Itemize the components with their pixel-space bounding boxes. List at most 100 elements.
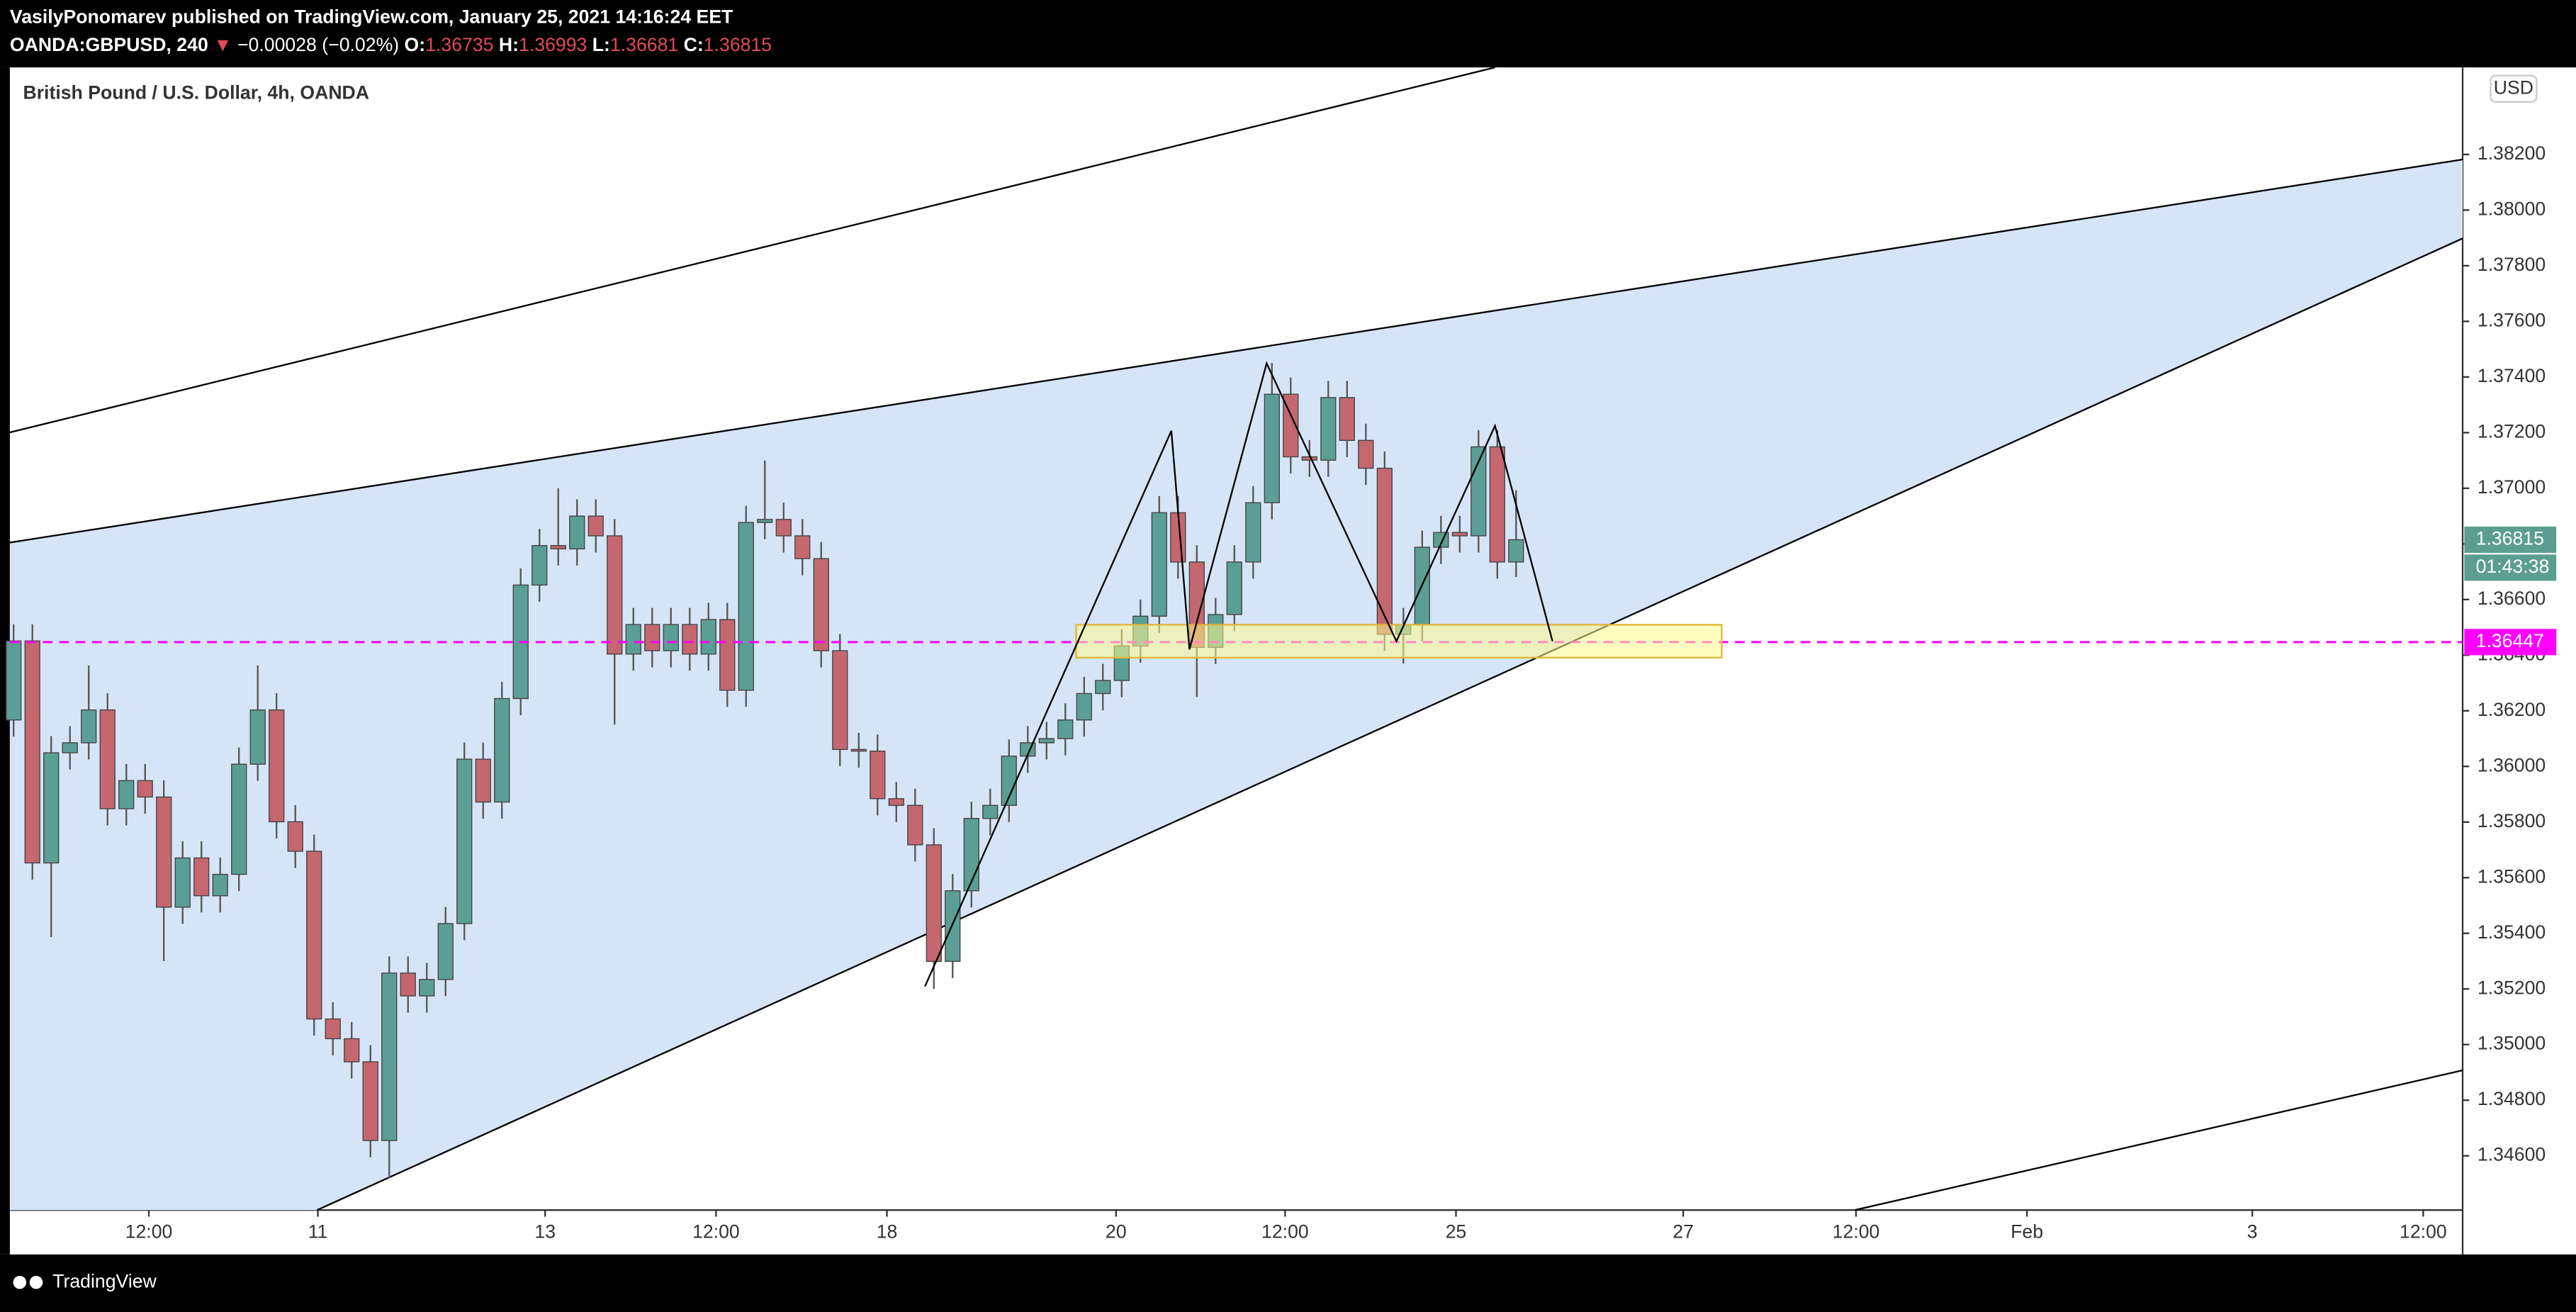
hline-badge	[2464, 629, 2557, 656]
candle-body	[794, 535, 811, 559]
zigzag	[924, 361, 1553, 987]
header-bar	[0, 0, 2576, 68]
l-key: L:	[592, 34, 610, 55]
axes: 1.34600 1.34800 1.35000 1.35200 1.35400 1.356…	[125, 142, 2557, 1243]
logo	[13, 1275, 43, 1289]
countdown-badge	[2464, 554, 2557, 581]
candle-body	[494, 697, 510, 803]
x-tick-label: 12:00	[692, 1221, 740, 1243]
candle-body	[156, 796, 172, 908]
y-tick-label: 1.38000	[2477, 198, 2546, 219]
candle-body	[287, 821, 303, 852]
h-key: H:	[499, 34, 519, 55]
x-tick-label: 25	[1446, 1221, 1467, 1243]
footer-brand: TradingView	[52, 1270, 157, 1291]
candle-body	[607, 535, 623, 655]
candle-body	[870, 750, 886, 800]
hline-label: 1.36447	[2476, 630, 2544, 651]
c-value: 1.36815	[704, 34, 772, 55]
candle-body	[531, 544, 548, 586]
candle-body	[99, 709, 116, 809]
footer-bar	[0, 1254, 2576, 1312]
currency: USD	[2494, 77, 2533, 98]
plot	[6, 363, 2463, 1179]
candle-body	[1076, 693, 1092, 721]
candle-body	[1339, 397, 1355, 442]
channel-fill	[9, 159, 2463, 1211]
candle-body	[81, 709, 97, 744]
candle-body	[1151, 512, 1167, 617]
x-tick-label: 12:00	[2400, 1221, 2447, 1243]
candle-body	[719, 619, 736, 691]
y-tick-label: 1.35600	[2477, 865, 2546, 887]
l-value: 1.36681	[610, 34, 678, 55]
candle-body	[137, 780, 153, 798]
x-tick-label: 20	[1106, 1221, 1127, 1243]
y-tick-label: 1.36200	[2477, 699, 2546, 720]
y-tick-label: 1.38200	[2477, 142, 2546, 164]
candle-body	[456, 758, 473, 924]
candle-body	[757, 519, 773, 523]
x-tick-label: 3	[2247, 1221, 2258, 1243]
candle-body	[400, 972, 416, 997]
y-tick-label: 1.37200	[2477, 420, 2546, 442]
y-tick-label: 1.34800	[2477, 1088, 2546, 1109]
candle-body	[550, 544, 566, 550]
last-price-label: 1.36815	[2476, 527, 2544, 549]
x-tick-label: 27	[1672, 1221, 1694, 1243]
candle-body	[437, 923, 454, 980]
candle-body	[1283, 393, 1299, 458]
candle-body	[625, 624, 641, 655]
trend-line	[316, 237, 2463, 1211]
candle-body	[419, 979, 435, 997]
x-tick-label: 11	[308, 1221, 328, 1243]
candle-body	[475, 758, 491, 803]
candle-body	[1301, 456, 1317, 461]
x-tick-label: 12:00	[125, 1221, 173, 1243]
y-tick-label: 1.35400	[2477, 921, 2546, 943]
candle-body	[362, 1061, 378, 1141]
trend-line	[1855, 1069, 2463, 1211]
candle-body	[344, 1038, 360, 1063]
candle-body	[62, 742, 78, 753]
candle-body	[269, 709, 285, 823]
candle-body	[907, 804, 923, 846]
candle-body	[813, 558, 829, 651]
candle-body	[381, 972, 398, 1141]
y-tick-label: 1.35000	[2477, 1033, 2546, 1054]
candle-body	[212, 873, 228, 897]
candle-body	[1508, 539, 1524, 563]
candle-body	[6, 640, 22, 721]
candle-body	[325, 1018, 341, 1040]
h-value: 1.36993	[519, 34, 587, 55]
y-tick-label: 1.37400	[2477, 365, 2546, 386]
candle-body	[569, 515, 585, 550]
y-tick-label: 1.37800	[2477, 254, 2546, 275]
candle-body	[249, 709, 266, 765]
ohlc-line: OANDA:GBPUSD, 240 ▼ −0.00028 (−0.02%) O:…	[10, 34, 772, 55]
candle-body	[738, 522, 754, 691]
candle-body	[1320, 397, 1337, 461]
candle-body	[700, 619, 716, 655]
candle-body	[775, 519, 792, 537]
y-tick-label: 1.34600	[2477, 1144, 2546, 1165]
candle-body	[982, 804, 999, 819]
candle-body	[644, 624, 660, 651]
x-tick-label: 18	[877, 1221, 898, 1243]
candle-body	[231, 763, 247, 875]
candle-body	[1095, 680, 1111, 695]
candle-body	[850, 748, 867, 752]
candle-body	[1226, 561, 1242, 615]
x-tick-label: 12:00	[1261, 1221, 1309, 1243]
trend-line	[9, 66, 1495, 434]
candle-body	[43, 752, 60, 864]
drawings	[9, 66, 2463, 1211]
candle-body	[118, 780, 135, 809]
candle-body	[1057, 719, 1074, 739]
candle-body	[1264, 393, 1280, 503]
x-tick-label: 12:00	[1833, 1221, 1880, 1243]
candle-body	[1376, 467, 1393, 635]
candle-body	[306, 851, 322, 1020]
currency-badge	[2490, 74, 2538, 103]
candle-body	[1358, 439, 1374, 469]
